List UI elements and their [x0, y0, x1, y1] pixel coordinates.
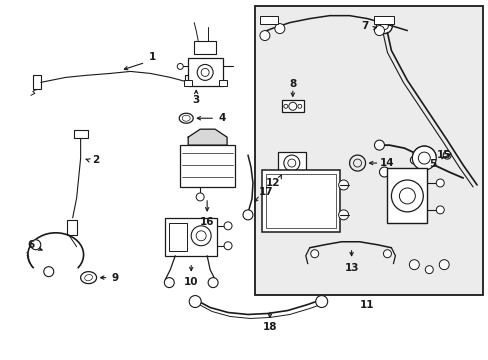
Text: 8: 8 — [288, 79, 296, 89]
Bar — [33, 75, 41, 89]
Circle shape — [201, 68, 209, 76]
Circle shape — [297, 104, 301, 108]
Bar — [74, 130, 87, 138]
Circle shape — [399, 188, 414, 204]
Text: 10: 10 — [183, 276, 198, 287]
Circle shape — [44, 267, 54, 276]
Circle shape — [379, 167, 388, 177]
Circle shape — [442, 151, 450, 159]
Text: 16: 16 — [200, 217, 214, 227]
Bar — [180, 145, 235, 187]
Polygon shape — [188, 129, 226, 145]
Bar — [254, 6, 482, 294]
Bar — [386, 168, 427, 223]
Text: 15: 15 — [436, 150, 450, 160]
Circle shape — [310, 250, 318, 258]
Circle shape — [196, 231, 206, 241]
Circle shape — [243, 210, 252, 220]
Text: 5: 5 — [429, 159, 436, 169]
Circle shape — [338, 210, 348, 220]
Bar — [260, 15, 277, 24]
Bar — [262, 170, 339, 232]
Circle shape — [374, 26, 384, 36]
Circle shape — [164, 278, 174, 288]
Circle shape — [411, 146, 435, 170]
Text: 4: 4 — [218, 113, 225, 123]
Circle shape — [283, 155, 299, 171]
Circle shape — [315, 296, 327, 307]
Circle shape — [435, 179, 443, 187]
Circle shape — [177, 63, 183, 69]
Circle shape — [224, 242, 232, 250]
Circle shape — [390, 180, 423, 212]
Text: 11: 11 — [360, 300, 374, 310]
Bar — [374, 15, 394, 24]
Text: 13: 13 — [344, 263, 358, 273]
Circle shape — [376, 18, 392, 33]
Circle shape — [224, 222, 232, 230]
Circle shape — [189, 296, 201, 307]
Circle shape — [338, 180, 348, 190]
Text: 3: 3 — [192, 95, 200, 105]
Circle shape — [380, 22, 387, 30]
Bar — [185, 75, 197, 84]
Bar — [265, 174, 335, 228]
Circle shape — [408, 260, 419, 270]
Circle shape — [288, 102, 296, 110]
Text: 6: 6 — [27, 240, 34, 250]
Circle shape — [287, 159, 295, 167]
Bar — [66, 220, 77, 235]
Bar — [194, 41, 216, 54]
Text: 17: 17 — [258, 187, 273, 197]
Text: 1: 1 — [148, 53, 156, 63]
Bar — [219, 80, 226, 86]
Bar — [184, 80, 192, 86]
Circle shape — [383, 250, 390, 258]
Bar — [281, 100, 303, 112]
Circle shape — [197, 64, 213, 80]
Text: 18: 18 — [262, 323, 277, 332]
Circle shape — [374, 140, 384, 150]
Circle shape — [274, 24, 285, 33]
Circle shape — [409, 156, 417, 164]
Text: 9: 9 — [112, 273, 119, 283]
Text: 7: 7 — [360, 21, 367, 31]
Text: 12: 12 — [265, 178, 280, 188]
Bar — [165, 218, 217, 256]
Circle shape — [417, 152, 429, 164]
Text: 2: 2 — [92, 155, 99, 165]
Circle shape — [425, 266, 432, 274]
Circle shape — [31, 240, 41, 250]
Bar — [188, 58, 223, 86]
Circle shape — [435, 206, 443, 214]
Circle shape — [191, 226, 211, 246]
Circle shape — [208, 278, 218, 288]
Circle shape — [260, 31, 269, 41]
Circle shape — [196, 193, 203, 201]
Bar — [277, 152, 305, 174]
Circle shape — [438, 260, 448, 270]
Text: 14: 14 — [379, 158, 394, 168]
Circle shape — [283, 104, 287, 108]
Bar — [169, 223, 187, 251]
